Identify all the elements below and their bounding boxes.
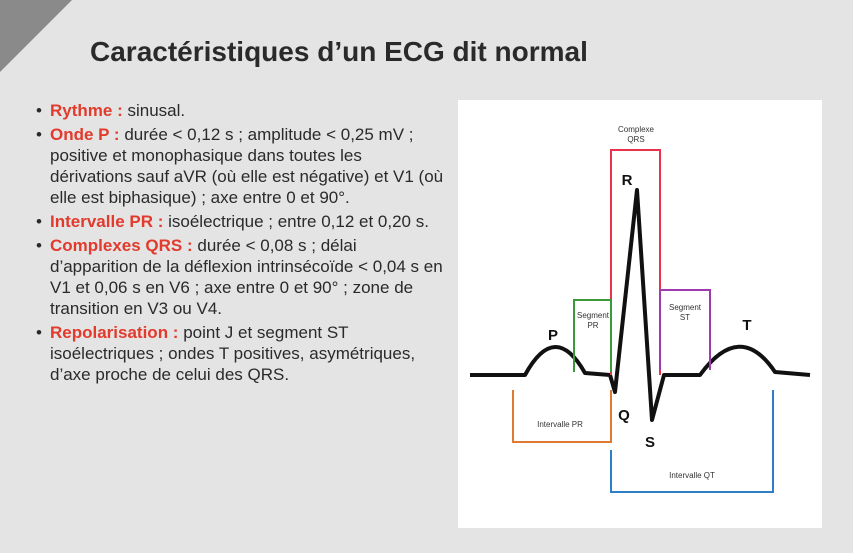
bullet-item: Complexes QRS : durée < 0,08 s ; délai d… [36,235,444,319]
item-text: isoélectrique ; entre 0,12 et 0,20 s. [168,212,429,231]
item-label: Complexes QRS : [50,236,193,255]
item-label: Onde P : [50,125,120,144]
item-text: sinusal. [127,101,186,120]
item-label: Repolarisation : [50,323,179,342]
item-label: Rythme : [50,101,123,120]
label: Intervalle QT [669,471,715,480]
item-text: point J et segment ST isoélectriques ; o… [50,323,416,384]
item-text: durée < 0,12 s ; amplitude < 0,25 mV ; p… [50,125,444,207]
qt-interval-bracket [610,390,774,493]
label: Segment PR [577,311,610,330]
wave-label: P [548,327,558,344]
ecg-diagram: Complexe QRS Segment PR Segment ST Interval… [470,125,811,493]
label: Complexe QRS [618,125,655,144]
bullet-item: Intervalle PR : isoélectrique ; entre 0,… [36,211,444,232]
title: Caractéristiques d’un ECG dit normal [90,36,588,67]
bullet-item: Onde P : durée < 0,12 s ; amplitude < 0,… [36,124,444,208]
pr-interval-bracket [512,390,612,443]
qrs-bracket [610,149,661,375]
st-segment-bracket [659,289,711,370]
item-label: Intervalle PR : [50,212,164,231]
wave-label: Q [618,407,630,424]
bullet-item: Repolarisation : point J et segment ST i… [36,322,444,385]
bullet-list: Rythme : sinusal. Onde P : durée < 0,12 s… [36,100,444,388]
corner-decoration [0,0,72,72]
wave-label: T [742,317,751,334]
diagram-box: Complexe QRS Segment PR Segment ST Interval… [458,100,822,528]
bullet-item: Rythme : sinusal. [36,100,444,121]
label: Segment ST [669,303,702,322]
pr-segment-bracket [573,299,612,372]
wave-label: S [645,434,655,451]
item-text: durée < 0,08 s ; délai d’apparition de l… [50,236,443,318]
ecg-trace [470,188,811,422]
wave-label: R [622,172,633,189]
label: Intervalle PR [537,420,583,429]
